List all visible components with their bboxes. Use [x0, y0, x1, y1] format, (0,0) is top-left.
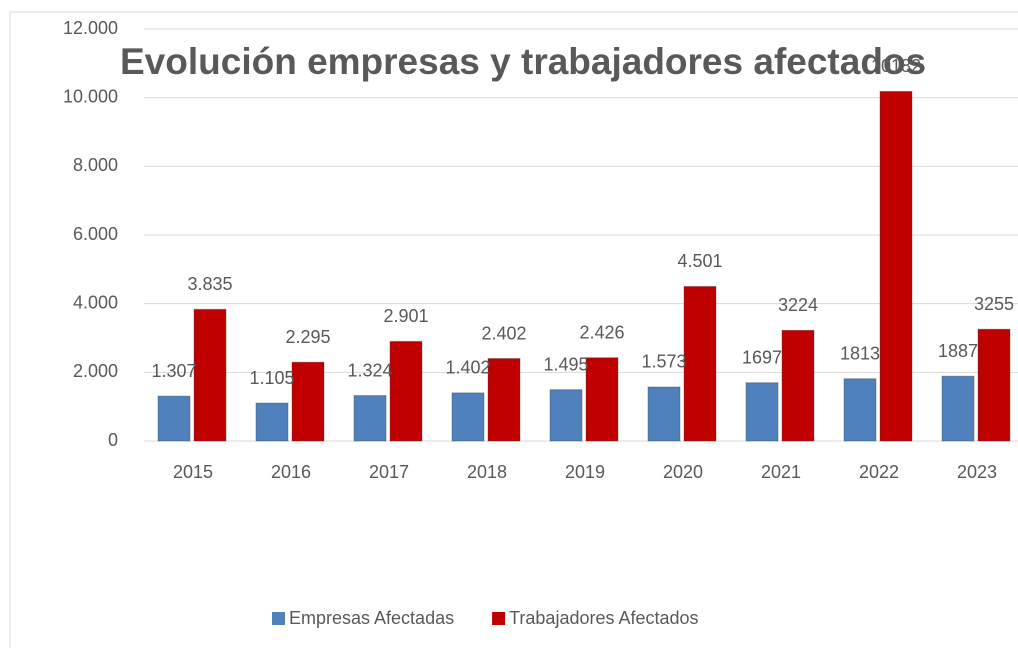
y-tick-label: 6.000	[73, 224, 118, 244]
x-tick-label: 2015	[173, 462, 213, 482]
bar	[389, 340, 423, 442]
bar	[683, 285, 717, 442]
x-tick-label: 2022	[859, 462, 899, 482]
x-tick-label: 2019	[565, 462, 605, 482]
legend-label: Empresas Afectadas	[289, 608, 454, 628]
bar	[193, 308, 227, 442]
data-label: 1.573	[641, 352, 686, 372]
bar	[879, 90, 913, 442]
bar	[487, 358, 521, 442]
y-tick-label: 12.000	[63, 18, 118, 38]
x-tick-label: 2021	[761, 462, 801, 482]
data-label: 3224	[778, 295, 818, 315]
data-label: 10182	[871, 56, 921, 76]
bar	[353, 395, 387, 442]
data-label: 1.307	[151, 361, 196, 381]
data-label: 3255	[974, 294, 1014, 314]
x-tick-label: 2020	[663, 462, 703, 482]
data-label: 1.402	[445, 358, 490, 378]
data-label: 2.295	[285, 327, 330, 347]
data-label: 2.901	[383, 306, 428, 326]
legend-swatch	[272, 612, 285, 625]
data-label: 2.402	[481, 323, 526, 343]
data-label: 1.105	[249, 368, 294, 388]
data-label: 1.324	[347, 360, 392, 380]
bar	[255, 402, 289, 442]
chart-title: Evolución empresas y trabajadores afecta…	[120, 41, 926, 82]
data-label: 1697	[742, 347, 782, 367]
x-tick-label: 2017	[369, 462, 409, 482]
chart-frame	[9, 11, 1018, 648]
data-label: 1813	[840, 344, 880, 364]
bar	[291, 361, 325, 442]
y-tick-label: 10.000	[63, 86, 118, 106]
x-tick-label: 2018	[467, 462, 507, 482]
y-tick-label: 0	[108, 430, 118, 450]
bar	[781, 329, 815, 442]
data-label: 1887	[938, 341, 978, 361]
bar	[157, 395, 191, 442]
data-label: 1.495	[543, 354, 588, 374]
bar	[549, 389, 583, 442]
x-tick-label: 2016	[271, 462, 311, 482]
bar	[745, 382, 779, 442]
data-label: 4.501	[677, 251, 722, 271]
bar	[585, 357, 619, 442]
data-label: 2.426	[579, 322, 624, 342]
y-tick-label: 4.000	[73, 292, 118, 312]
x-tick-label: 2023	[957, 462, 997, 482]
bar	[647, 386, 681, 442]
legend-label: Trabajadores Afectados	[509, 608, 698, 628]
y-tick-label: 8.000	[73, 155, 118, 175]
bar	[941, 375, 975, 442]
data-label: 3.835	[187, 274, 232, 294]
bar	[843, 378, 877, 442]
y-tick-label: 2.000	[73, 361, 118, 381]
bar	[451, 392, 485, 442]
legend-swatch	[492, 612, 506, 625]
bar	[977, 328, 1011, 442]
